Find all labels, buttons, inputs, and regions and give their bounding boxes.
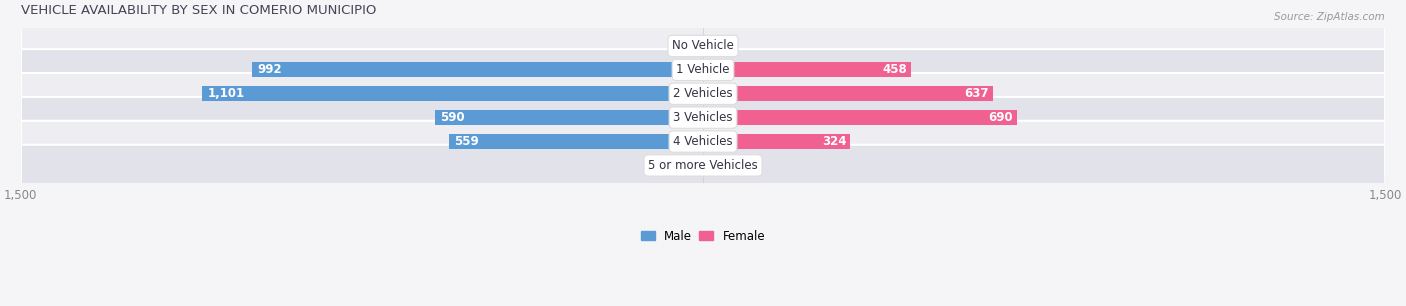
Text: 458: 458 [883, 63, 908, 76]
Text: VEHICLE AVAILABILITY BY SEX IN COMERIO MUNICIPIO: VEHICLE AVAILABILITY BY SEX IN COMERIO M… [21, 4, 377, 17]
Text: 3 Vehicles: 3 Vehicles [673, 111, 733, 124]
Text: 0: 0 [692, 159, 699, 172]
Bar [686, 39, 703, 53]
Text: 1,101: 1,101 [208, 87, 245, 100]
Text: 690: 690 [988, 111, 1014, 124]
FancyBboxPatch shape [21, 121, 1385, 162]
Text: 637: 637 [965, 87, 988, 100]
Text: 2 Vehicles: 2 Vehicles [673, 87, 733, 100]
Text: 0: 0 [707, 39, 714, 52]
Bar [434, 110, 703, 125]
FancyBboxPatch shape [21, 49, 1385, 91]
Text: 590: 590 [440, 111, 465, 124]
FancyBboxPatch shape [21, 97, 1385, 138]
Bar [703, 134, 851, 149]
Text: No Vehicle: No Vehicle [672, 39, 734, 52]
Text: 0: 0 [707, 159, 714, 172]
Text: 992: 992 [257, 63, 283, 76]
Text: 38: 38 [668, 39, 682, 52]
Text: 559: 559 [454, 135, 479, 148]
Bar [703, 86, 993, 101]
Text: 4 Vehicles: 4 Vehicles [673, 135, 733, 148]
Text: Source: ZipAtlas.com: Source: ZipAtlas.com [1274, 12, 1385, 22]
Bar [202, 86, 703, 101]
Legend: Male, Female: Male, Female [636, 225, 770, 247]
FancyBboxPatch shape [21, 73, 1385, 114]
Bar [449, 134, 703, 149]
Text: 5 or more Vehicles: 5 or more Vehicles [648, 159, 758, 172]
FancyBboxPatch shape [21, 25, 1385, 67]
Text: 324: 324 [823, 135, 846, 148]
Bar [252, 62, 703, 77]
FancyBboxPatch shape [21, 145, 1385, 186]
Text: 1 Vehicle: 1 Vehicle [676, 63, 730, 76]
Bar [703, 110, 1017, 125]
Bar [703, 62, 911, 77]
